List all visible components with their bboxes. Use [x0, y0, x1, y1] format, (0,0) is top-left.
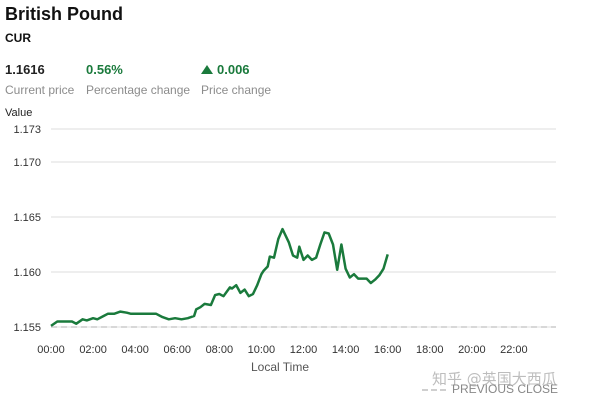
- y-axis-label: Value: [5, 107, 33, 119]
- percentage-change-stat: 0.56% Percentage change: [86, 62, 190, 97]
- y-tick-label: 1.170: [13, 157, 41, 169]
- percentage-change-value: 0.56%: [86, 62, 123, 77]
- price-change-value: 0.006: [217, 62, 250, 77]
- instrument-type: CUR: [5, 31, 31, 45]
- x-tick-label: 20:00: [458, 344, 486, 356]
- x-tick-label: 18:00: [416, 344, 444, 356]
- current-price-stat: 1.1616 Current price: [5, 62, 74, 97]
- y-tick-label: 1.155: [13, 322, 41, 334]
- x-tick-label: 16:00: [374, 344, 402, 356]
- previous-close-legend-swatch: [422, 388, 446, 391]
- x-tick-label: 22:00: [500, 344, 528, 356]
- x-axis-label: Local Time: [251, 360, 309, 374]
- price-change-label: Price change: [201, 83, 272, 97]
- x-tick-label: 04:00: [121, 344, 149, 356]
- x-tick-label: 10:00: [248, 344, 276, 356]
- percentage-change-label: Percentage change: [86, 83, 191, 97]
- previous-close-legend: PREVIOUS CLOSE: [422, 382, 558, 396]
- current-price-value: 1.1616: [5, 62, 45, 77]
- y-tick-label: 1.165: [13, 212, 41, 224]
- x-tick-label: 00:00: [37, 344, 65, 356]
- price-change-row: 0.006: [201, 62, 271, 77]
- y-tick-label: 1.160: [13, 267, 41, 279]
- x-tick-label: 14:00: [332, 344, 360, 356]
- price-change-stat: 0.006 Price change: [201, 62, 271, 97]
- previous-close-legend-label: PREVIOUS CLOSE: [452, 382, 559, 396]
- triangle-up-icon: [201, 65, 213, 74]
- current-price-label: Current price: [5, 83, 75, 97]
- y-tick-label: 1.173: [13, 124, 41, 136]
- x-tick-label: 02:00: [79, 344, 107, 356]
- watermark: 知乎 @英国大西瓜: [432, 370, 557, 388]
- x-tick-label: 06:00: [163, 344, 191, 356]
- page-title: British Pound: [5, 4, 123, 24]
- x-tick-label: 08:00: [206, 344, 234, 356]
- price-series-line: [50, 227, 389, 327]
- x-tick-label: 12:00: [290, 344, 318, 356]
